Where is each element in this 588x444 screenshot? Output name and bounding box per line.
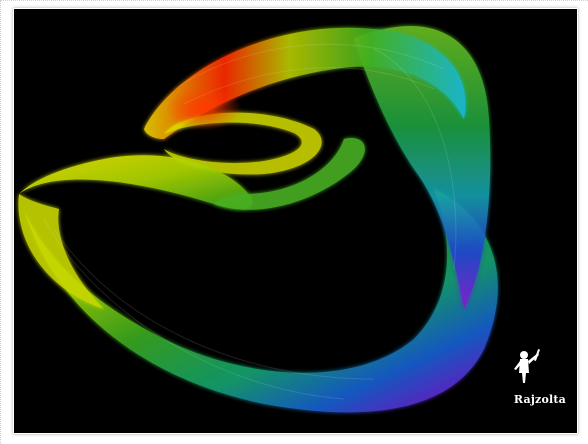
ribbon-illustration xyxy=(14,9,577,433)
left-ribbon-tail xyxy=(18,194,105,309)
center-twist xyxy=(214,138,365,210)
red-highlight xyxy=(166,87,242,131)
fractal-ribbon-artwork xyxy=(14,9,577,433)
artist-signature: Rajzolta xyxy=(513,393,566,406)
painter-figure-icon xyxy=(514,349,540,383)
upper-ribbon-arch xyxy=(144,27,466,139)
lower-ribbon-band xyxy=(24,189,498,413)
ribbon-streaks xyxy=(43,43,457,400)
inner-ribbon-ring xyxy=(164,112,322,175)
left-ribbon-fold xyxy=(19,155,253,209)
